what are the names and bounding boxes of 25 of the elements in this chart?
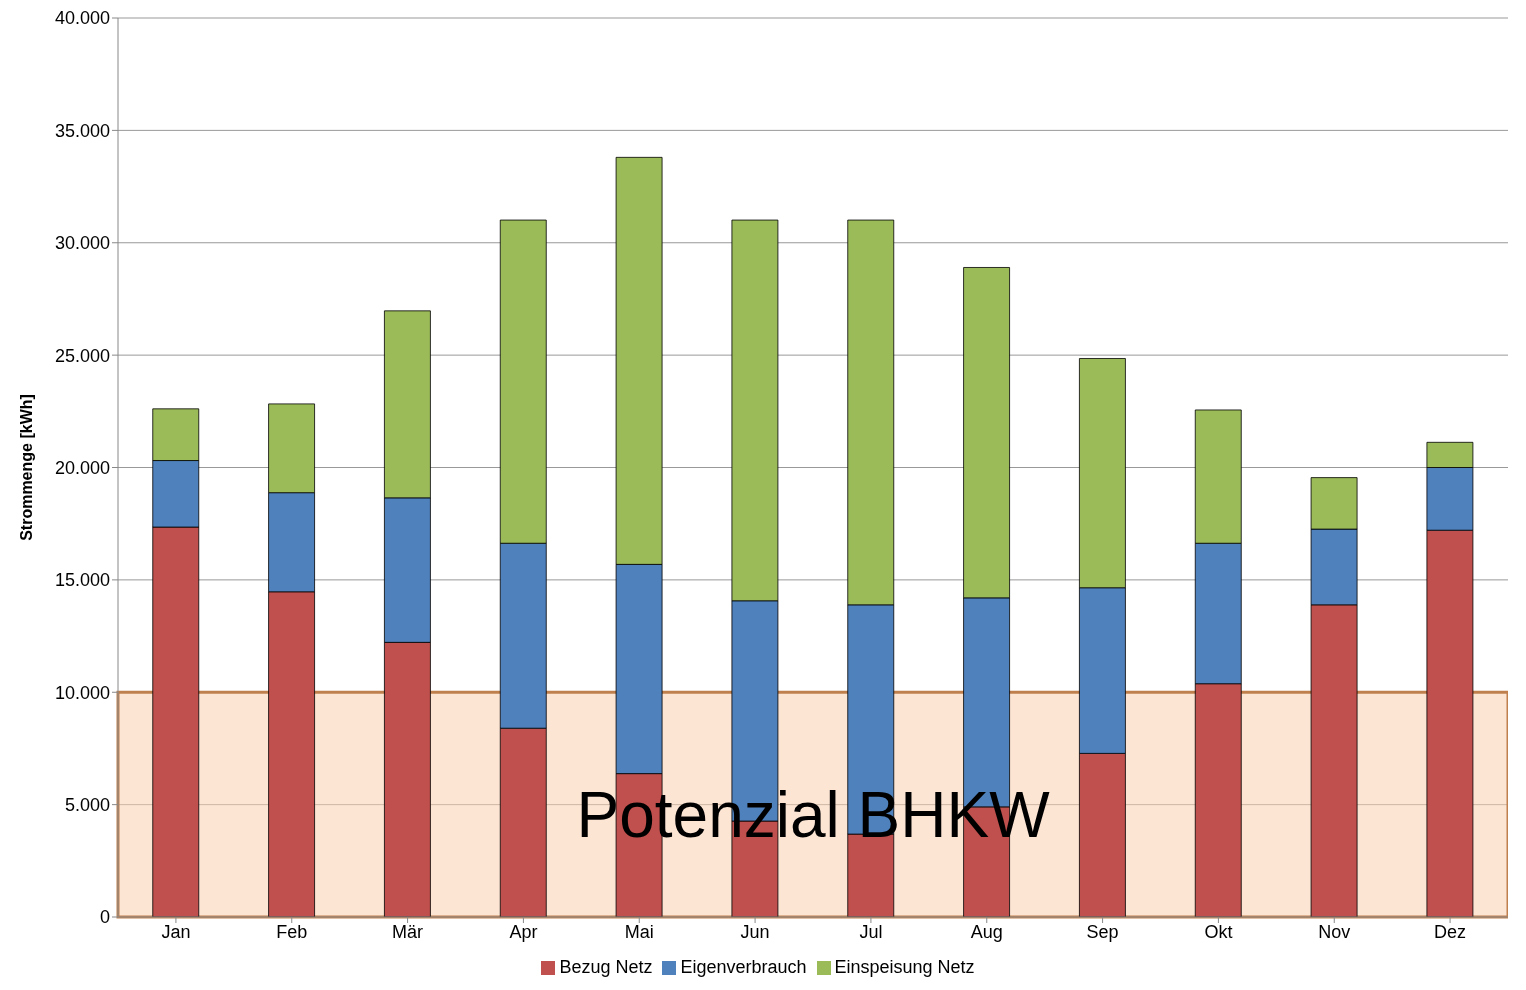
x-tick-label: Jun (740, 921, 770, 942)
x-tick-label: Nov (1318, 921, 1351, 942)
y-tick-label: 0 (99, 907, 110, 928)
legend-label: Eigenverbrauch (680, 957, 807, 977)
y-tick-label: 15.000 (54, 570, 110, 591)
y-axis-title: Strommenge [kWh] (17, 394, 35, 541)
y-tick-label: 20.000 (54, 457, 110, 478)
y-tick-label: 5.000 (64, 795, 110, 816)
legend-label: Bezug Netz (559, 957, 653, 977)
x-tick-label: Okt (1204, 921, 1233, 942)
x-tick-label: Jul (859, 921, 883, 942)
x-tick-label: Jan (161, 921, 191, 942)
x-tick-label: Dez (1434, 921, 1467, 942)
y-tick-label: 25.000 (54, 345, 110, 366)
x-tick-label: Sep (1086, 921, 1119, 942)
x-tick-label: Feb (276, 921, 308, 942)
x-tick-label: Aug (970, 921, 1003, 942)
x-tick-label: Mai (624, 921, 654, 942)
y-tick-label: 30.000 (54, 233, 110, 254)
x-tick-label: Apr (509, 921, 538, 942)
y-tick-label: 10.000 (54, 682, 110, 703)
y-tick-label: 35.000 (54, 120, 110, 141)
legend-label: Einspeisung Netz (834, 957, 975, 977)
y-tick-label: 40.000 (54, 8, 110, 29)
x-tick-label: Mär (392, 921, 424, 942)
